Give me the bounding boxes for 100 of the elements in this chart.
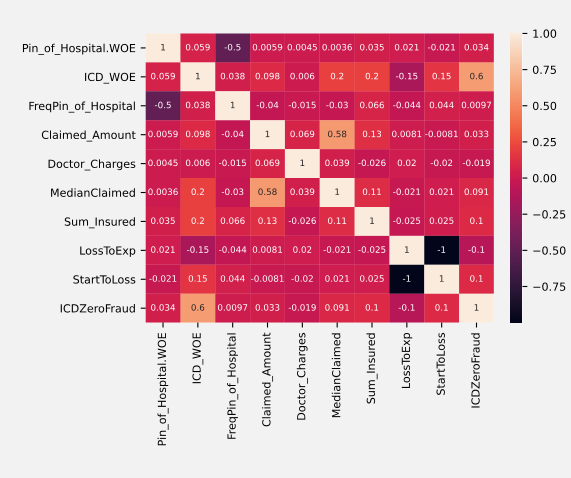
x-tick-label: Claimed_Amount <box>262 332 274 426</box>
color-bar-label: 0.50 <box>532 102 556 110</box>
data-label: -0.019 <box>462 160 490 166</box>
data-label: -0.026 <box>288 217 316 224</box>
data-label: -0.5 <box>154 102 171 108</box>
data-label: 1 <box>300 160 304 166</box>
data-label: -0.03 <box>222 188 244 196</box>
data-label: 0.098 <box>186 130 210 138</box>
data-label: -0.025 <box>358 246 386 253</box>
data-label: -0.15 <box>186 246 208 253</box>
data-label: -1 <box>438 246 446 253</box>
data-label: -0.021 <box>324 246 350 253</box>
data-label: -0.04 <box>256 102 278 108</box>
data-label: 0.0081 <box>252 246 282 253</box>
data-label: 0.6 <box>470 72 483 80</box>
data-label: 1 <box>440 275 444 282</box>
x-tick-label: StartToLoss <box>436 332 445 395</box>
color-bar-label: −0.75 <box>533 282 566 291</box>
x-tick-label: ICD_WOE <box>192 333 204 384</box>
y-tick-label: ICD_WOE <box>85 72 136 84</box>
y-tick-label: MedianClaimed <box>51 188 135 197</box>
y-tick-label: Pin_of_Hospital.WOE <box>22 44 136 55</box>
data-label: -0.04 <box>222 130 244 138</box>
data-label: 0.15 <box>188 275 207 282</box>
data-label: 0.0036 <box>322 44 352 50</box>
data-label: -0.1 <box>398 304 415 311</box>
data-label: 1 <box>405 246 409 253</box>
data-label: 0.2 <box>330 72 344 80</box>
data-label: 0.2 <box>191 188 204 196</box>
data-label: 0.11 <box>362 188 381 196</box>
data-label: 0.0045 <box>148 160 178 166</box>
data-label: 0.1 <box>366 304 378 311</box>
data-label: 0.066 <box>360 102 384 108</box>
data-label: 0.033 <box>464 130 488 138</box>
data-label: -0.015 <box>219 160 246 166</box>
data-label: -0.03 <box>326 102 348 108</box>
data-label: 0.1 <box>470 217 483 224</box>
data-label: 0.58 <box>258 188 277 196</box>
data-label: -0.02 <box>291 275 313 282</box>
y-tick-label: Claimed_Amount <box>42 130 136 142</box>
data-label: 0.091 <box>464 188 488 196</box>
data-label: -0.019 <box>288 304 316 311</box>
data-label: -0.0081 <box>425 130 458 138</box>
data-label: 0.039 <box>325 160 350 166</box>
color-bar-label: −0.50 <box>533 246 566 255</box>
data-label: 0.58 <box>328 130 346 138</box>
x-tick-label: Sum_Insured <box>366 333 378 404</box>
data-label: 0.0059 <box>252 44 282 50</box>
x-tick-label: ICDZeroFraud <box>471 333 480 408</box>
data-label: 0.039 <box>290 188 314 196</box>
data-label: 0.15 <box>432 72 451 80</box>
y-tick-label: StartToLoss <box>73 275 136 284</box>
data-label: 0.02 <box>398 160 416 166</box>
data-label: -0.02 <box>430 160 452 166</box>
data-label: 0.069 <box>290 130 314 138</box>
color-bar-label: 0.00 <box>532 174 556 182</box>
data-label: 0.0036 <box>148 188 178 196</box>
data-label: 0.038 <box>220 72 245 80</box>
data-label: 0.038 <box>186 102 210 108</box>
data-label: 0.6 <box>191 304 204 311</box>
data-label: 0.0097 <box>462 102 492 108</box>
data-label: 0.0045 <box>288 44 317 50</box>
data-label: -0.044 <box>219 246 246 253</box>
data-label: 0.069 <box>256 160 280 166</box>
data-label: 0.035 <box>360 44 384 50</box>
data-label: -0.021 <box>149 275 176 282</box>
data-label: 0.021 <box>325 275 349 282</box>
data-label: 0.034 <box>151 304 176 311</box>
data-label: 0.098 <box>256 72 280 80</box>
color-bar-label: 1.00 <box>533 29 556 38</box>
data-label: 0.1 <box>435 304 448 311</box>
y-tick-label: LossToExp <box>80 246 136 257</box>
data-label: 1 <box>370 217 374 224</box>
data-label: 0.044 <box>430 102 454 108</box>
y-tick-label: ICDZeroFraud <box>60 304 135 313</box>
data-label: 0.044 <box>220 275 245 282</box>
data-label: 0.066 <box>220 217 245 224</box>
y-tick-label: FreqPin_of_Hospital <box>29 102 135 113</box>
data-label: -1 <box>402 275 410 282</box>
data-label: -0.025 <box>393 217 420 224</box>
data-label: 0.0081 <box>392 130 422 138</box>
data-label: 0.13 <box>258 217 277 224</box>
data-label: 0.025 <box>430 217 454 224</box>
data-label: 0.006 <box>290 72 314 80</box>
color-bar-label: 0.25 <box>532 138 556 146</box>
data-label: 0.033 <box>256 304 280 311</box>
data-label: 1 <box>266 130 270 138</box>
data-label: 1 <box>196 72 200 80</box>
data-label: -0.1 <box>468 246 484 253</box>
data-label: 0.006 <box>186 160 210 166</box>
data-label: 1 <box>230 102 235 108</box>
data-label: 1 <box>474 304 478 311</box>
data-label: -0.5 <box>224 44 240 50</box>
data-label: 0.021 <box>151 246 175 253</box>
data-label: 0.021 <box>394 44 419 50</box>
data-label: -0.0081 <box>251 275 284 282</box>
data-label: 0.035 <box>151 217 175 224</box>
data-label: 1 <box>335 188 340 195</box>
data-label: -0.15 <box>396 72 418 80</box>
x-tick-label: LossToExp <box>402 332 412 388</box>
